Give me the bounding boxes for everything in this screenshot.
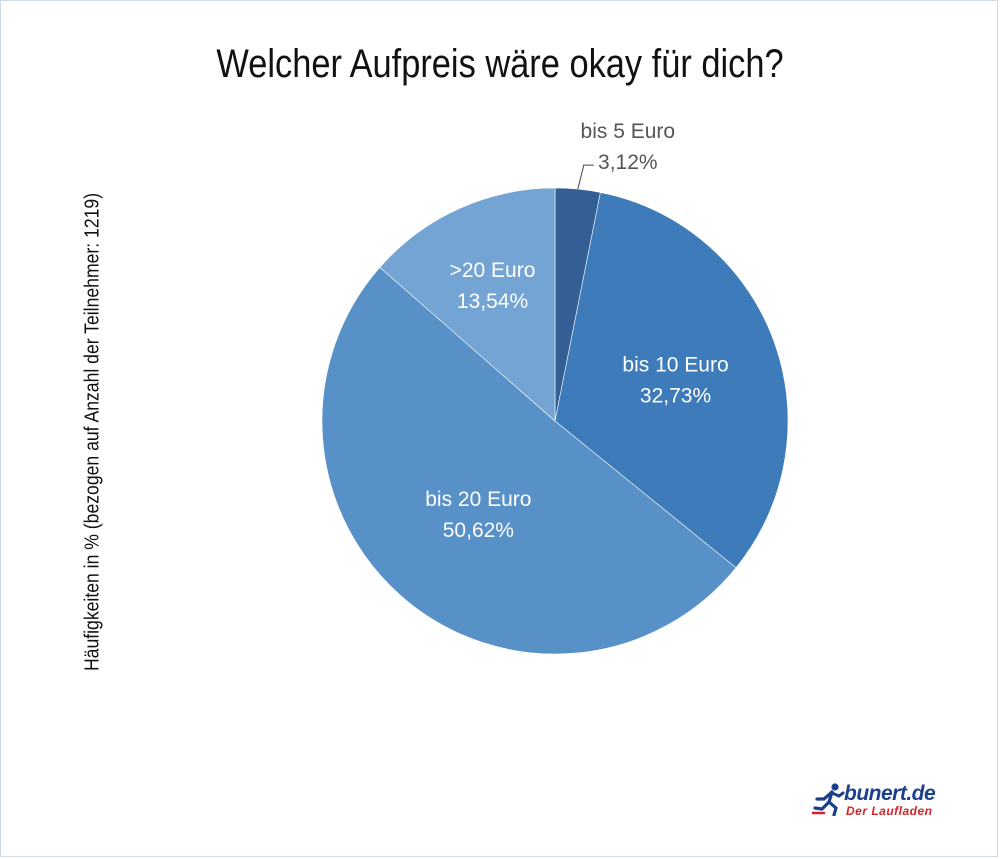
slice-value-label: 32,73% xyxy=(640,384,711,407)
logo-tagline: Der Laufladen xyxy=(846,804,933,818)
slice-value-label: 13,54% xyxy=(457,290,528,313)
slice-label: bis 10 Euro xyxy=(622,353,728,376)
runner-icon xyxy=(812,783,845,816)
chart-title: Welcher Aufpreis wäre okay für dich? xyxy=(216,42,784,86)
slice-label: bis 20 Euro xyxy=(425,488,531,511)
pie-slice xyxy=(379,187,556,422)
slice-value-label: 3,12% xyxy=(598,151,658,174)
pie-slice xyxy=(321,266,737,655)
logo-brand: bunert.de xyxy=(844,782,936,805)
pie-slice xyxy=(554,192,789,569)
slice-label: >20 Euro xyxy=(450,259,536,282)
leader-line xyxy=(577,164,594,190)
bunert-logo[interactable]: bunert.de Der Laufladen xyxy=(812,780,952,820)
slice-label: bis 5 Euro xyxy=(581,120,676,143)
slice-value-label: 50,62% xyxy=(443,519,514,542)
